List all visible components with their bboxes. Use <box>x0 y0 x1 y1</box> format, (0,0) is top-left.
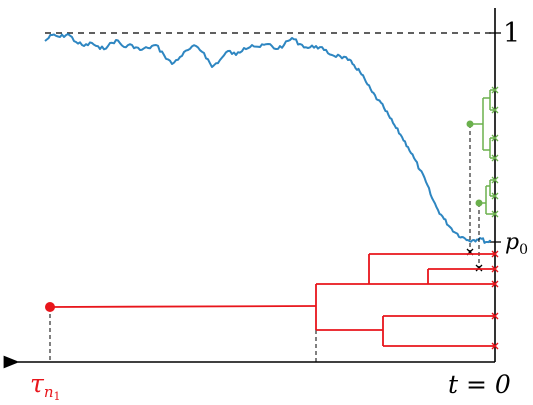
black-crosses <box>466 248 483 272</box>
time-zero-label: t = 0 <box>448 370 511 399</box>
cross-mark <box>491 106 499 114</box>
cross-mark <box>491 86 499 94</box>
green-root-dot-lower <box>475 199 483 207</box>
cross-mark <box>491 210 499 218</box>
dashed-guides <box>49 124 480 362</box>
red-crosses <box>491 250 499 350</box>
level-one-label: 1 <box>503 18 520 49</box>
cross-mark <box>491 176 499 184</box>
cross-mark <box>491 154 499 162</box>
cross-mark <box>491 342 499 350</box>
tau-label: τn1 <box>30 369 61 403</box>
cross-mark <box>491 134 499 142</box>
green-tree-lower <box>479 179 495 215</box>
green-crosses <box>491 86 499 218</box>
green-tree-upper <box>470 89 495 159</box>
cross-mark <box>491 265 499 273</box>
cross-mark <box>491 250 499 258</box>
p0-label: p0 <box>505 230 528 258</box>
cross-mark <box>491 312 499 320</box>
red-root-dot <box>45 302 55 312</box>
trajectory-line <box>44 33 492 244</box>
green-root-dot-upper <box>466 120 474 128</box>
red-tree <box>49 253 495 347</box>
cross-mark <box>491 280 499 288</box>
cross-mark <box>491 192 499 200</box>
cross-mark <box>475 264 483 272</box>
